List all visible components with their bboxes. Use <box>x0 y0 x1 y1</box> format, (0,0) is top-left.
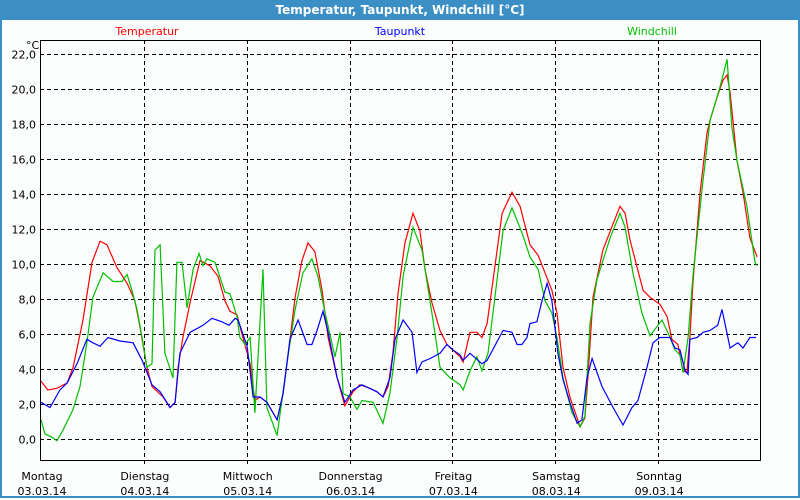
x-tick-day: Freitag <box>435 470 473 483</box>
series-line-temperatur <box>40 73 758 429</box>
x-tick-day: Sonntag <box>636 470 682 483</box>
x-tick-day: Dienstag <box>120 470 169 483</box>
x-tick-day: Samstag <box>532 470 580 483</box>
y-tick-label: 8,0 <box>19 294 37 307</box>
y-tick-label: 12,0 <box>12 224 37 237</box>
x-tick-date: 04.03.14 <box>120 485 169 498</box>
series-line-windchill <box>40 59 758 442</box>
series-line-taupunkt <box>40 281 756 427</box>
y-tick-label: 22,0 <box>12 49 37 62</box>
x-tick-date: 06.03.14 <box>326 485 375 498</box>
y-tick-label: 14,0 <box>12 189 37 202</box>
series-lines <box>40 59 758 442</box>
x-tick-day: Donnerstag <box>318 470 382 483</box>
y-tick-label: 16,0 <box>12 154 37 167</box>
x-tick-labels: Montag 03.03.14 Dienstag 04.03.14 Mittwoch 05… <box>18 470 684 498</box>
x-tick-day: Montag <box>21 470 62 483</box>
legend-temperatur: Temperatur <box>114 25 179 38</box>
y-tick-label: 2,0 <box>19 399 37 412</box>
x-tick-date: 08.03.14 <box>532 485 581 498</box>
legend-windchill: Windchill <box>627 25 677 38</box>
plot-frame <box>40 40 761 461</box>
x-tick-day: Mittwoch <box>223 470 273 483</box>
legend: Temperatur Taupunkt Windchill <box>114 25 677 38</box>
x-tick-date: 09.03.14 <box>635 485 684 498</box>
y-axis-unit: °C <box>26 39 40 52</box>
grid <box>40 40 761 466</box>
x-tick-date: 05.03.14 <box>223 485 272 498</box>
y-tick-label: 18,0 <box>12 119 37 132</box>
y-tick-labels: 0,0 2,0 4,0 6,0 8,0 10,0 12,0 14,0 16,0 18,0 20,0 2… <box>12 49 37 447</box>
y-tick-label: 4,0 <box>19 364 37 377</box>
x-tick-date: 03.03.14 <box>18 485 67 498</box>
window-title: Temperatur, Taupunkt, Windchill [°C] <box>0 0 800 20</box>
y-tick-label: 0,0 <box>19 434 37 447</box>
y-tick-label: 6,0 <box>19 329 37 342</box>
y-tick-label: 10,0 <box>12 259 37 272</box>
legend-taupunkt: Taupunkt <box>374 25 426 38</box>
x-tick-date: 07.03.14 <box>429 485 478 498</box>
y-tick-label: 20,0 <box>12 84 37 97</box>
